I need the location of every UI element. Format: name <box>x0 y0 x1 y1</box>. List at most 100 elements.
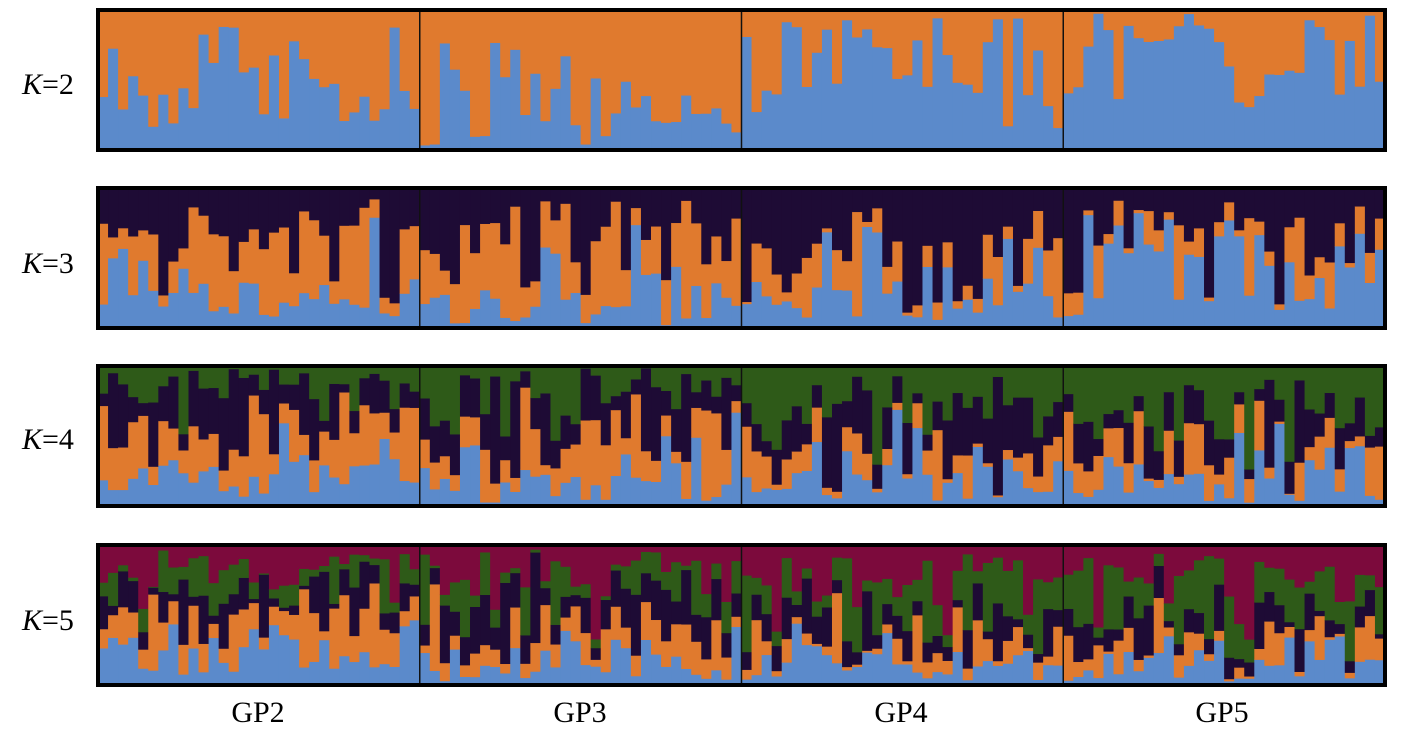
ancestry-segment-cluster3 <box>882 188 893 267</box>
ancestry-segment-cluster3 <box>771 188 783 275</box>
ancestry-segment-cluster2 <box>681 624 692 669</box>
ancestry-segment-cluster1 <box>972 666 984 686</box>
ancestry-segment-cluster2 <box>108 237 119 259</box>
ancestry-segment-cluster2 <box>1214 474 1225 485</box>
ancestry-segment-cluster3 <box>1244 469 1255 480</box>
ancestry-segment-cluster2 <box>630 10 642 108</box>
ancestry-segment-cluster1 <box>148 290 159 329</box>
ancestry-segment-cluster2 <box>761 247 773 297</box>
ancestry-segment-cluster1 <box>982 466 994 507</box>
ancestry-segment-cluster3 <box>671 188 682 224</box>
ancestry-segment-cluster1 <box>922 86 934 151</box>
ancestry-segment-cluster2 <box>1374 638 1386 661</box>
ancestry-segment-cluster1 <box>459 90 471 151</box>
ancestry-segment-cluster3 <box>168 593 180 602</box>
ancestry-segment-cluster2 <box>289 614 300 640</box>
ancestry-segment-cluster1 <box>580 144 592 151</box>
ancestry-segment-cluster2 <box>339 10 350 122</box>
ancestry-segment-cluster1 <box>148 670 159 686</box>
ancestry-segment-cluster1 <box>520 677 531 686</box>
ancestry-segment-cluster2 <box>560 448 572 483</box>
ancestry-segment-cluster2 <box>671 623 682 657</box>
ancestry-segment-cluster1 <box>1033 50 1044 151</box>
ancestry-segment-cluster5 <box>942 545 954 636</box>
ancestry-segment-cluster4 <box>369 366 381 374</box>
ancestry-segment-cluster4 <box>1214 366 1225 440</box>
ancestry-segment-cluster4 <box>309 569 320 577</box>
ancestry-segment-cluster5 <box>510 545 521 569</box>
ancestry-segment-cluster1 <box>1264 665 1275 686</box>
ancestry-segment-cluster1 <box>741 679 753 686</box>
ancestry-segment-cluster2 <box>741 301 753 305</box>
ancestry-segment-cluster3 <box>560 596 572 618</box>
ancestry-segment-cluster2 <box>942 241 954 268</box>
ancestry-segment-cluster3 <box>992 603 1004 662</box>
ancestry-segment-cluster2 <box>620 437 632 455</box>
panel-label-k5: K=5 <box>21 604 74 637</box>
ancestry-segment-cluster2 <box>510 10 521 50</box>
panel-label-k2: K=2 <box>21 68 74 101</box>
ancestry-segment-cluster1 <box>842 450 853 507</box>
ancestry-segment-cluster1 <box>238 496 250 507</box>
ancestry-segment-cluster2 <box>1354 627 1366 662</box>
ancestry-segment-cluster3 <box>1224 188 1235 203</box>
ancestry-segment-cluster2 <box>490 10 501 43</box>
ancestry-segment-cluster3 <box>620 391 632 439</box>
ancestry-segment-cluster2 <box>671 222 682 267</box>
ancestry-segment-cluster1 <box>872 232 883 329</box>
ancestry-segment-cluster1 <box>610 475 622 507</box>
ancestry-segment-cluster4 <box>872 582 883 636</box>
ancestry-segment-cluster2 <box>771 10 783 95</box>
ancestry-segment-cluster1 <box>751 111 763 151</box>
ancestry-segment-cluster2 <box>711 236 722 284</box>
ancestry-segment-cluster4 <box>480 552 491 596</box>
ancestry-segment-cluster2 <box>459 416 471 448</box>
ancestry-segment-cluster4 <box>238 558 250 578</box>
ancestry-segment-cluster5 <box>1314 545 1326 572</box>
ancestry-segment-cluster2 <box>399 610 411 627</box>
ancestry-segment-cluster1 <box>248 283 260 329</box>
ancestry-segment-cluster2 <box>731 616 743 628</box>
ancestry-segment-cluster3 <box>319 420 330 432</box>
ancestry-segment-cluster2 <box>278 227 290 303</box>
ancestry-segment-cluster3 <box>1123 596 1135 628</box>
ancestry-segment-cluster2 <box>1224 201 1235 221</box>
ancestry-segment-cluster2 <box>842 10 853 21</box>
ancestry-segment-cluster2 <box>329 280 340 304</box>
ancestry-segment-cluster4 <box>912 366 924 394</box>
ancestry-segment-cluster3 <box>1274 399 1286 422</box>
ancestry-segment-cluster5 <box>872 545 883 583</box>
ancestry-segment-cluster2 <box>218 10 230 27</box>
ancestry-segment-cluster3 <box>158 591 169 623</box>
ancestry-segment-cluster2 <box>1053 436 1064 462</box>
ancestry-segment-cluster3 <box>389 408 401 433</box>
ancestry-segment-cluster4 <box>399 366 411 384</box>
ancestry-segment-cluster3 <box>1083 188 1095 211</box>
ancestry-segment-cluster2 <box>459 664 471 678</box>
ancestry-segment-cluster3 <box>208 188 220 235</box>
ancestry-segment-cluster5 <box>449 545 461 583</box>
ancestry-segment-cluster2 <box>98 628 109 649</box>
ancestry-segment-cluster1 <box>952 472 964 507</box>
ancestry-segment-cluster3 <box>1093 438 1105 456</box>
ancestry-segment-cluster2 <box>1193 633 1205 651</box>
ancestry-segment-cluster1 <box>409 108 421 151</box>
ancestry-segment-cluster3 <box>1264 188 1275 252</box>
ancestry-segment-cluster2 <box>158 10 169 95</box>
ancestry-segment-cluster3 <box>691 614 702 642</box>
ancestry-segment-cluster2 <box>359 608 371 653</box>
ancestry-segment-cluster1 <box>359 307 371 329</box>
ancestry-segment-cluster2 <box>711 10 722 109</box>
ancestry-segment-cluster4 <box>1344 601 1356 662</box>
ancestry-segment-cluster2 <box>278 10 290 119</box>
ancestry-segment-cluster1 <box>1173 25 1185 151</box>
ancestry-segment-cluster4 <box>178 366 190 435</box>
ancestry-segment-cluster5 <box>731 545 743 562</box>
ancestry-segment-cluster1 <box>781 488 793 507</box>
ancestry-segment-cluster4 <box>852 606 863 653</box>
ancestry-segment-cluster1 <box>640 95 652 151</box>
ancestry-segment-cluster1 <box>751 674 763 686</box>
ancestry-segment-cluster2 <box>691 10 702 114</box>
ancestry-segment-cluster4 <box>831 366 843 404</box>
ancestry-segment-cluster2 <box>610 201 622 308</box>
